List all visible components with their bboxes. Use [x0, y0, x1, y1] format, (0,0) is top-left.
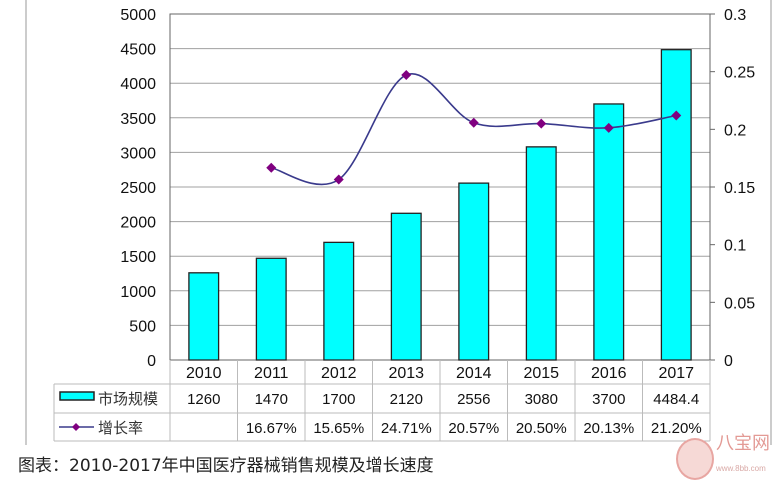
growth-rate-marker — [333, 174, 344, 185]
bar-2012 — [323, 241, 355, 361]
x-tick-label: 2014 — [456, 365, 492, 382]
x-tick-label: 2015 — [523, 365, 559, 382]
data-label-growth-rate: 20.13% — [583, 420, 634, 437]
y-right-tick-label: 0.3 — [724, 7, 746, 24]
x-tick-label: 2016 — [591, 365, 627, 382]
data-label-market-size: 1260 — [187, 391, 220, 408]
data-label-growth-rate: 20.50% — [516, 420, 567, 437]
y-left-tick-label: 4500 — [120, 42, 156, 59]
y-left-tick-label: 1500 — [120, 249, 156, 266]
data-label-market-size: 2120 — [390, 391, 423, 408]
bar-2011 — [255, 257, 287, 361]
legend-label-growth-rate: 增长率 — [98, 419, 143, 437]
data-label-market-size: 3080 — [525, 391, 558, 408]
y-right-tick-label: 0.1 — [724, 238, 746, 255]
x-tick-label: 2012 — [321, 365, 357, 382]
growth-rate-marker — [401, 70, 412, 81]
y-left-tick-label: 0 — [147, 353, 156, 370]
data-label-market-size: 3700 — [592, 391, 625, 408]
legend-bar-swatch — [59, 391, 95, 401]
data-label-market-size: 4484.4 — [653, 391, 699, 408]
y-left-tick-label: 5000 — [120, 7, 156, 24]
y-right-tick-label: 0 — [724, 353, 733, 370]
data-label-market-size: 2556 — [457, 391, 490, 408]
data-label-growth-rate: 20.57% — [448, 420, 499, 437]
legend-line-marker — [72, 423, 80, 431]
y-right-tick-label: 0.05 — [724, 295, 755, 312]
growth-rate-marker — [671, 110, 682, 121]
x-tick-label: 2017 — [658, 365, 694, 382]
watermark-logo: 八宝网 www.8bb.com — [676, 434, 773, 483]
growth-rate-marker — [603, 122, 614, 133]
bar-2010 — [188, 272, 220, 361]
y-left-tick-label: 4000 — [120, 76, 156, 93]
data-label-growth-rate: 21.20% — [651, 420, 702, 437]
x-tick-label: 2011 — [254, 365, 289, 382]
data-label-growth-rate: 15.65% — [313, 420, 364, 437]
y-left-tick-label: 500 — [129, 318, 156, 335]
chart: 0 500 1000 1500 2000 2500 3000 3500 4000 4500 5000… — [25, 0, 772, 445]
y-left-tick-label: 2500 — [120, 180, 156, 197]
bar-2015 — [525, 146, 557, 361]
watermark-text: 八宝网 — [716, 433, 770, 454]
x-tick-label: 2010 — [186, 365, 222, 382]
bar-2014 — [458, 182, 490, 361]
y-right-tick-label: 0.25 — [724, 65, 755, 82]
bar-2017 — [660, 49, 692, 361]
y-left-tick-label: 3500 — [120, 111, 156, 128]
chart-caption: 图表：2010-2017年中国医疗器械销售规模及增长速度 — [18, 456, 434, 476]
y-right-tick-label: 0.15 — [724, 180, 755, 197]
growth-rate-marker — [468, 117, 479, 128]
bar-2016 — [593, 103, 625, 361]
y-left-tick-label: 3000 — [120, 145, 156, 162]
growth-rate-marker — [266, 162, 277, 173]
x-tick-label: 2013 — [388, 365, 424, 382]
data-label-growth-rate: 24.71% — [381, 420, 432, 437]
y-right-tick-label: 0.2 — [724, 122, 746, 139]
data-label-market-size: 1700 — [322, 391, 355, 408]
y-left-tick-label: 2000 — [120, 215, 156, 232]
bar-2013 — [390, 212, 422, 361]
legend-label-market-size: 市场规模 — [98, 390, 158, 408]
growth-rate-marker — [536, 118, 547, 129]
watermark-url: www.8bb.com — [716, 464, 766, 473]
baby-face-icon — [676, 438, 714, 480]
data-label-growth-rate: 16.67% — [246, 420, 297, 437]
y-left-tick-label: 1000 — [120, 284, 156, 301]
data-label-market-size: 1470 — [255, 391, 288, 408]
